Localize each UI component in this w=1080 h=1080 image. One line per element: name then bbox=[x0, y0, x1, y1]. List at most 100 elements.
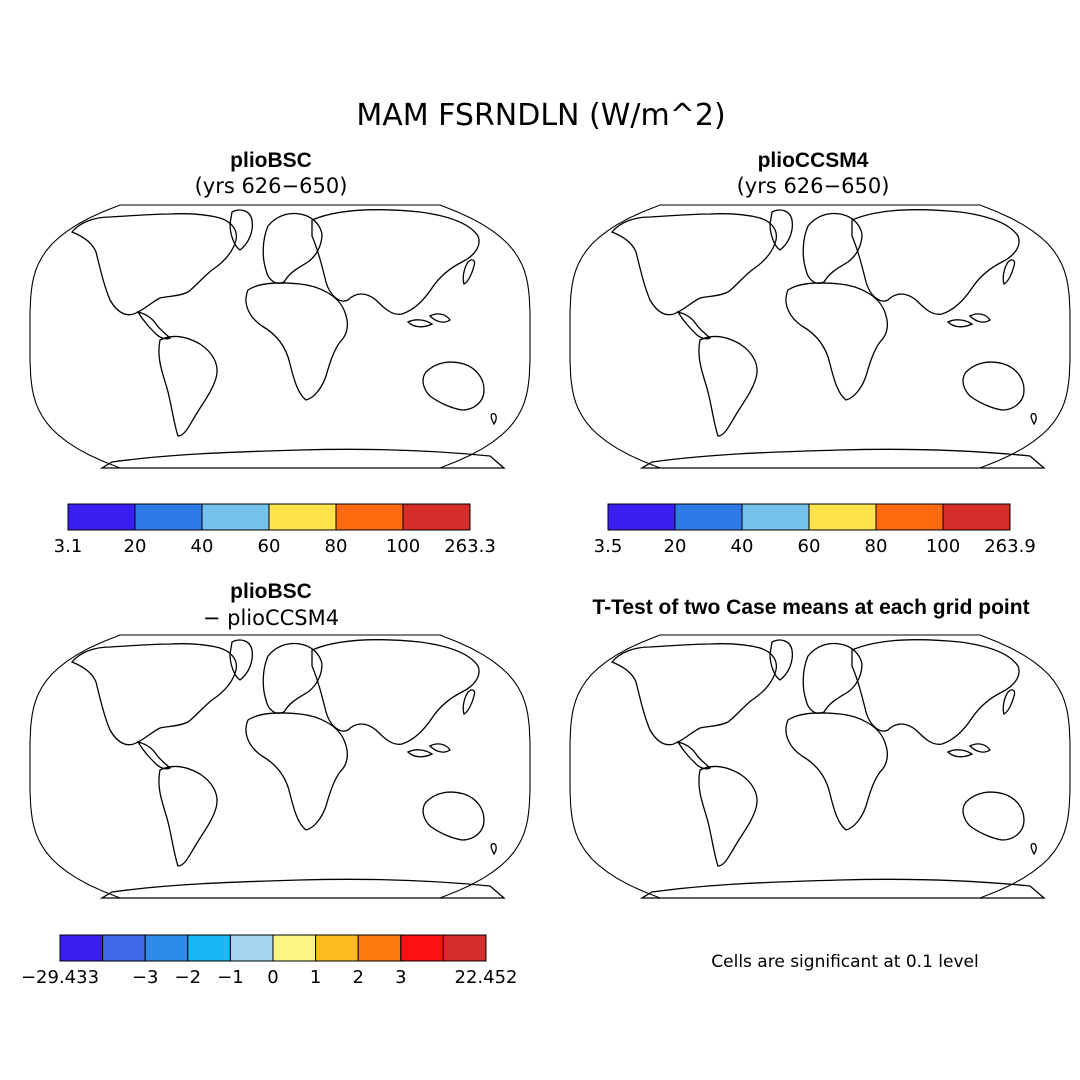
grid-cell bbox=[674, 285, 682, 293]
grid-cell bbox=[310, 229, 318, 237]
grid-cell bbox=[134, 253, 142, 261]
grid-cell bbox=[198, 221, 206, 229]
grid-cell bbox=[1042, 301, 1044, 309]
grid-cell bbox=[182, 221, 190, 229]
grid-cell bbox=[126, 253, 134, 261]
grid-cell bbox=[166, 365, 174, 373]
grid-cell bbox=[962, 405, 970, 413]
grid-cell bbox=[922, 301, 930, 309]
grid-cell bbox=[430, 333, 438, 341]
grid-cell bbox=[502, 683, 504, 691]
grid-cell bbox=[46, 253, 54, 261]
grid-cell bbox=[994, 253, 1002, 261]
grid-cell bbox=[502, 253, 504, 261]
grid-cell bbox=[62, 245, 70, 253]
grid-cell bbox=[570, 253, 578, 261]
grid-cell bbox=[518, 643, 526, 651]
grid-cell bbox=[818, 221, 826, 229]
grid-cell bbox=[502, 469, 510, 477]
grid-cell bbox=[62, 699, 70, 707]
grid-cell bbox=[714, 389, 722, 397]
grid-cell bbox=[142, 381, 150, 389]
grid-cell bbox=[642, 349, 650, 357]
grid-cell bbox=[422, 397, 430, 405]
grid-cell bbox=[150, 659, 158, 667]
grid-cell bbox=[110, 429, 118, 437]
grid-cell bbox=[890, 333, 898, 341]
map-outline bbox=[569, 204, 1071, 469]
grid-cell bbox=[690, 209, 698, 213]
grid-cell bbox=[374, 261, 382, 269]
grid-cell bbox=[1058, 285, 1066, 293]
grid-cell bbox=[206, 365, 214, 373]
grid-cell bbox=[310, 405, 318, 413]
grid-cell bbox=[406, 253, 414, 261]
grid-cell bbox=[954, 261, 962, 269]
grid-cell bbox=[866, 309, 874, 317]
grid-cell bbox=[930, 245, 938, 253]
grid-cell bbox=[802, 365, 810, 373]
grid-cell bbox=[446, 675, 454, 683]
grid-cell bbox=[462, 437, 470, 445]
grid-cell bbox=[706, 209, 714, 213]
grid-cell bbox=[954, 309, 962, 317]
grid-cell bbox=[102, 691, 110, 699]
grid-cell bbox=[890, 213, 898, 221]
grid-cell bbox=[270, 453, 278, 461]
grid-cell bbox=[690, 445, 698, 453]
grid-cell bbox=[986, 429, 994, 437]
grid-cell bbox=[754, 405, 762, 413]
grid-cell bbox=[658, 349, 666, 357]
grid-cell bbox=[970, 373, 978, 381]
grid-cell bbox=[174, 277, 182, 285]
grid-cell bbox=[502, 269, 504, 277]
grid-cell bbox=[658, 365, 666, 373]
grid-cell bbox=[802, 209, 810, 213]
grid-cell bbox=[470, 221, 478, 229]
grid-cell bbox=[494, 277, 502, 285]
grid-cell bbox=[1050, 445, 1058, 453]
grid-cell bbox=[866, 405, 874, 413]
grid-cell bbox=[778, 389, 786, 397]
grid-cell bbox=[374, 365, 382, 373]
grid-cell bbox=[1018, 213, 1026, 221]
grid-cell bbox=[230, 317, 238, 325]
grid-cell bbox=[1018, 381, 1026, 389]
grid-cell bbox=[358, 221, 366, 229]
grid-cell bbox=[454, 293, 462, 301]
grid-cell bbox=[270, 365, 278, 373]
grid-cell bbox=[278, 405, 286, 413]
grid-cell bbox=[578, 373, 586, 381]
grid-cell bbox=[586, 397, 594, 405]
grid-cell bbox=[222, 229, 230, 237]
grid-cell bbox=[182, 437, 190, 445]
grid-cell bbox=[38, 221, 46, 229]
grid-cell bbox=[454, 253, 462, 261]
grid-cell bbox=[626, 317, 634, 325]
grid-cell bbox=[642, 469, 650, 477]
grid-cell bbox=[326, 309, 334, 317]
grid-cell bbox=[110, 317, 118, 325]
grid-cell bbox=[730, 229, 738, 237]
grid-cell bbox=[486, 213, 494, 221]
grid-cell bbox=[502, 209, 504, 213]
grid-cell bbox=[770, 381, 778, 389]
grid-cell bbox=[674, 261, 682, 269]
grid-cell bbox=[898, 229, 906, 237]
grid-cell bbox=[674, 357, 682, 365]
grid-cell bbox=[438, 469, 446, 477]
grid-cell bbox=[230, 293, 238, 301]
grid-cell bbox=[1010, 397, 1018, 405]
grid-cell bbox=[526, 237, 534, 245]
grid-cell bbox=[810, 261, 818, 269]
grid-cell bbox=[874, 421, 882, 429]
grid-cell bbox=[618, 253, 626, 261]
grid-cell bbox=[262, 349, 270, 357]
grid-cell bbox=[962, 213, 970, 221]
grid-cell bbox=[578, 341, 586, 349]
grid-cell bbox=[762, 397, 770, 405]
grid-cell bbox=[78, 373, 86, 381]
grid-cell bbox=[134, 357, 142, 365]
grid-cell bbox=[366, 229, 374, 237]
